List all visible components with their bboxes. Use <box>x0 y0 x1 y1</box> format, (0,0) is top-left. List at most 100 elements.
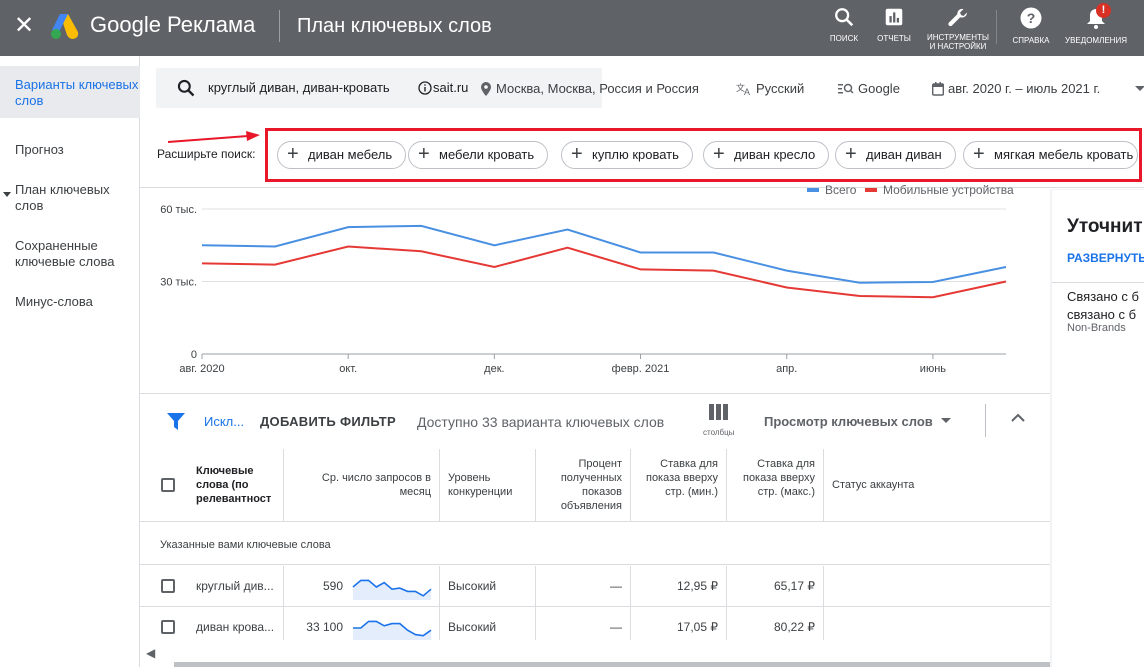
google-ads-logo <box>51 14 79 39</box>
header-avg-searches[interactable]: Ср. число запросов в месяц <box>284 449 440 522</box>
sidebar-item-forecast[interactable]: Прогноз <box>15 142 64 157</box>
chip-label: диван кресло <box>734 147 816 162</box>
exclude-filter-chip[interactable]: Искл... <box>204 414 245 429</box>
location-filter[interactable]: Москва, Москва, Россия и Россия <box>480 81 699 96</box>
refine-option[interactable]: Связано с б связано с б <box>1067 288 1139 324</box>
horizontal-scrollbar[interactable]: ◀ <box>140 640 1050 667</box>
plus-icon: + <box>845 143 857 165</box>
search-button[interactable]: ПОИСК <box>826 6 862 44</box>
tools-label: ИНСТРУМЕНТЫ И НАСТРОЙКИ <box>927 33 989 51</box>
location-text: Москва, Москва, Россия и Россия <box>496 81 699 96</box>
scrollbar-thumb[interactable] <box>174 662 1050 667</box>
sparkline-area <box>353 621 431 641</box>
table-row[interactable]: круглый див... 590 Высокий — 12,95 ₽ 65,… <box>140 566 1050 607</box>
search-label: ПОИСК <box>829 34 859 43</box>
expand-all-link[interactable]: РАЗВЕРНУТЬ <box>1067 251 1144 265</box>
filter-bar: круглый диван, диван-кровать sait.ru Мос… <box>140 56 1144 122</box>
suggestion-chip[interactable]: + диван диван <box>835 141 956 169</box>
collapse-chevron-icon[interactable] <box>1010 410 1026 426</box>
site-text: sait.ru <box>433 80 469 95</box>
legend-mobile[interactable]: Мобильные устройства <box>865 183 1014 197</box>
network-filter[interactable]: Google <box>838 81 900 96</box>
info-icon[interactable] <box>418 81 432 95</box>
section-label: Указанные вами ключевые слова <box>160 539 331 551</box>
share-cell: — <box>536 566 631 607</box>
keyword-search-box[interactable]: круглый диван, диван-кровать sait.ru <box>156 68 602 108</box>
date-range-text: авг. 2020 г. – июль 2021 г. <box>948 81 1101 96</box>
notifications-label: УВЕДОМЛЕНИЯ <box>1065 36 1127 45</box>
chip-label: диван мебель <box>308 147 393 162</box>
header-label: Ставка для показа вверху стр. (мин.) <box>645 458 718 498</box>
help-button[interactable]: ? СПРАВКА <box>1010 6 1052 46</box>
competition-cell: Высокий <box>440 607 536 648</box>
keyword-table: Ключевые слова (по релевантност Ср. числ… <box>140 449 1050 667</box>
reports-icon <box>885 8 903 26</box>
y-tick-label: 60 тыс. <box>160 204 197 216</box>
x-tick-label: июнь <box>920 363 946 375</box>
header-keyword[interactable]: Ключевые слова (по релевантност <box>140 449 284 522</box>
bid-low-cell: 12,95 ₽ <box>631 566 727 607</box>
row-checkbox[interactable] <box>161 620 175 634</box>
reports-label: ОТЧЕТЫ <box>877 34 911 43</box>
close-icon[interactable]: ✕ <box>13 12 35 39</box>
bid-high-cell: 80,22 ₽ <box>727 607 824 648</box>
legend-total[interactable]: Всего <box>807 183 856 197</box>
row-checkbox[interactable] <box>161 579 175 593</box>
suggestion-chip[interactable]: + мебели кровать <box>408 141 549 169</box>
view-dropdown[interactable]: Просмотр ключевых слов <box>764 414 951 429</box>
reports-button[interactable]: ОТЧЕТЫ <box>874 6 914 44</box>
sidebar-item-saved-keywords[interactable]: Сохраненные ключевые слова <box>15 238 115 269</box>
sidebar-item-negative-keywords[interactable]: Минус-слова <box>15 294 93 309</box>
header-bid-high[interactable]: Ставка для показа вверху стр. (макс.) <box>727 449 824 522</box>
header-competition[interactable]: Уровень конкуренции <box>440 449 536 522</box>
translate-icon: 文A <box>736 82 750 97</box>
expand-arrow-icon <box>3 192 11 197</box>
plus-icon: + <box>973 143 985 165</box>
y-tick-label: 30 тыс. <box>160 277 197 289</box>
plus-icon: + <box>418 143 430 165</box>
header-impression-share[interactable]: Процент полученных показов объявления <box>536 449 631 522</box>
header-label: Уровень конкуренции <box>448 472 513 498</box>
search-volume-chart: Всего Мобильные устройства 0 30 тыс. 60 ты… <box>140 183 1050 391</box>
refine-option-sub: Non-Brands <box>1067 322 1126 334</box>
expand-search-section: Расширьте поиск: + диван мебель + мебели к… <box>140 122 1144 188</box>
language-filter[interactable]: 文 A Русский <box>736 81 804 97</box>
columns-button[interactable]: столбцы <box>703 404 734 437</box>
plus-icon: + <box>713 143 725 165</box>
date-range-filter[interactable]: авг. 2020 г. – июль 2021 г. <box>931 81 1144 96</box>
filter-icon[interactable] <box>167 413 185 430</box>
search-icon <box>835 8 854 27</box>
help-icon: ? <box>1020 7 1042 29</box>
top-bar: ✕ Google Реклама План ключевых слов ПОИС… <box>0 0 1144 56</box>
tools-button[interactable]: ИНСТРУМЕНТЫ И НАСТРОЙКИ <box>926 6 990 51</box>
refine-title: Уточнит <box>1067 216 1143 237</box>
add-filter-button[interactable]: ДОБАВИТЬ ФИЛЬТР <box>260 414 396 429</box>
suggestion-chip[interactable]: + диван мебель <box>277 141 407 169</box>
suggestion-chip[interactable]: + диван кресло <box>703 141 830 169</box>
divider <box>1052 282 1144 283</box>
red-arrow-annotation <box>167 131 260 143</box>
bid-low-cell: 17,05 ₽ <box>631 607 727 648</box>
sidebar-item-keyword-plan[interactable]: План ключевых слов <box>0 182 140 214</box>
x-tick-label: дек. <box>484 363 504 375</box>
svg-text:?: ? <box>1027 10 1036 26</box>
header-bid-low[interactable]: Ставка для показа вверху стр. (мин.) <box>631 449 727 522</box>
scroll-left-arrow-icon[interactable]: ◀ <box>146 646 156 660</box>
header-account-status[interactable]: Статус аккаунта <box>824 449 1050 522</box>
sparkline-line <box>352 579 432 597</box>
x-tick-label: авг. 2020 <box>179 363 224 375</box>
suggestion-chip[interactable]: + куплю кровать <box>561 141 693 169</box>
red-highlight-box <box>265 128 1142 182</box>
sidebar-item-keyword-ideas[interactable]: Варианты ключевых слов <box>0 66 140 118</box>
brand-name: Google Реклама <box>90 12 256 37</box>
section-header: Указанные вами ключевые слова <box>140 522 1050 565</box>
columns-icon <box>708 404 728 420</box>
select-all-checkbox[interactable] <box>161 478 175 492</box>
wrench-icon <box>948 8 968 27</box>
chip-label: мебели кровать <box>439 147 535 162</box>
svg-text:文: 文 <box>736 82 745 93</box>
svg-text:A: A <box>744 87 750 96</box>
sidebar: Варианты ключевых слов Прогноз План ключ… <box>0 56 140 667</box>
calendar-icon <box>931 82 945 96</box>
suggestion-chip[interactable]: + мягкая мебель кровать <box>963 141 1139 169</box>
